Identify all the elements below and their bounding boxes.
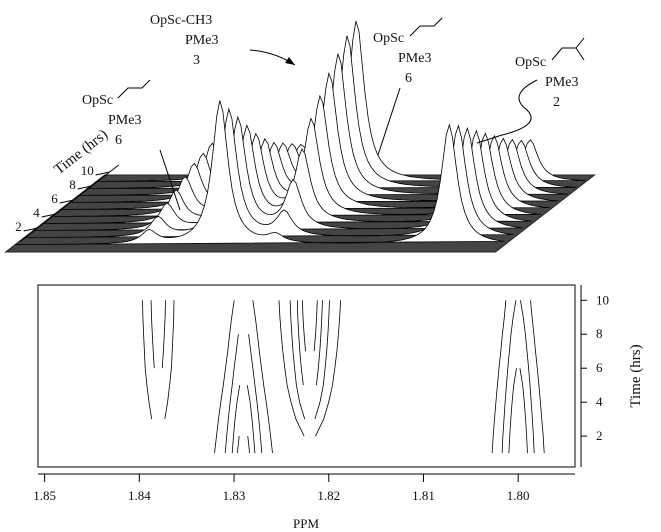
annotation: PMe3 [398, 51, 431, 66]
contour-line [150, 300, 155, 369]
contour-line [231, 385, 241, 454]
y-tick-label: 10 [81, 163, 94, 178]
contour-line [530, 300, 545, 454]
contour-line [214, 300, 235, 454]
arrowhead [285, 57, 295, 65]
x-tick-label: 1.81 [412, 488, 435, 503]
spectrum-trace [14, 100, 505, 245]
time-axis [19, 164, 120, 243]
annotation: PMe3 [185, 33, 218, 48]
tick [23, 227, 38, 232]
annotation: PMe3 [108, 113, 141, 128]
contour-line [296, 300, 304, 386]
y-tick-label: 2 [596, 428, 603, 443]
contour-line [316, 300, 323, 386]
arrow [476, 79, 538, 144]
chain [551, 37, 585, 61]
contour-line [161, 300, 166, 369]
y-tick-label: 8 [596, 326, 603, 341]
annotation: PMe3 [545, 75, 578, 90]
tick [59, 199, 74, 204]
contour-frame [37, 284, 576, 468]
contour-line [224, 334, 239, 454]
contour-line [252, 300, 273, 454]
contour-line [237, 436, 240, 454]
contour-line [491, 300, 507, 454]
contour-line [246, 385, 256, 454]
y-tick-label: 6 [596, 360, 603, 375]
annotation: 6 [405, 71, 412, 86]
y-axis-title: Time (hrs) [628, 344, 644, 407]
contour-line [520, 300, 535, 454]
contour-line [519, 368, 528, 454]
contour-line [278, 300, 305, 437]
annotation: 6 [115, 133, 122, 148]
x-axis-title: PPM [293, 516, 319, 531]
contour: 1.85 1.84 1.83 1.82 1.81 1.80 2 4 6 8 10 [33, 292, 609, 503]
chain [409, 17, 443, 37]
annotation: 2 [553, 95, 560, 110]
x-tick-label: 1.83 [223, 488, 246, 503]
arrow [377, 87, 401, 156]
contour-line [142, 300, 153, 420]
x-tick-label: 1.80 [507, 488, 530, 503]
arrow [159, 149, 181, 211]
contour-line [315, 300, 341, 437]
chain [117, 79, 151, 99]
contour-line [501, 300, 517, 454]
annotation: 3 [193, 53, 200, 68]
annotation: OpSc-CH3 [150, 13, 212, 28]
tick [77, 185, 92, 190]
x-tick-label: 1.84 [128, 488, 151, 503]
y-tick-label: 6 [51, 191, 58, 206]
x-tick-label: 1.82 [317, 488, 340, 503]
contour-line [508, 368, 517, 454]
tick [95, 171, 110, 176]
contour-line [247, 436, 250, 454]
contour-line [302, 300, 306, 352]
y-tick-label: 10 [596, 292, 609, 307]
contour-line [248, 334, 263, 454]
annotation: OpSc [82, 93, 113, 108]
x-tick-label: 1.85 [33, 488, 56, 503]
contour-line [313, 300, 318, 352]
tick [41, 213, 56, 218]
y-tick-label: 4 [596, 394, 603, 409]
y-tick-label: 2 [15, 219, 22, 234]
contour-line [164, 300, 175, 420]
annotation: OpSc [515, 55, 546, 70]
annotations: OpSc-CH3 PMe3 3 OpSc PMe3 6 OpSc PMe3 6 … [82, 13, 585, 211]
contour-line [314, 300, 330, 420]
contour-line [289, 300, 306, 420]
annotation: OpSc [373, 31, 404, 46]
y-tick-label: 8 [69, 177, 76, 192]
y-tick-label: 4 [33, 205, 40, 220]
